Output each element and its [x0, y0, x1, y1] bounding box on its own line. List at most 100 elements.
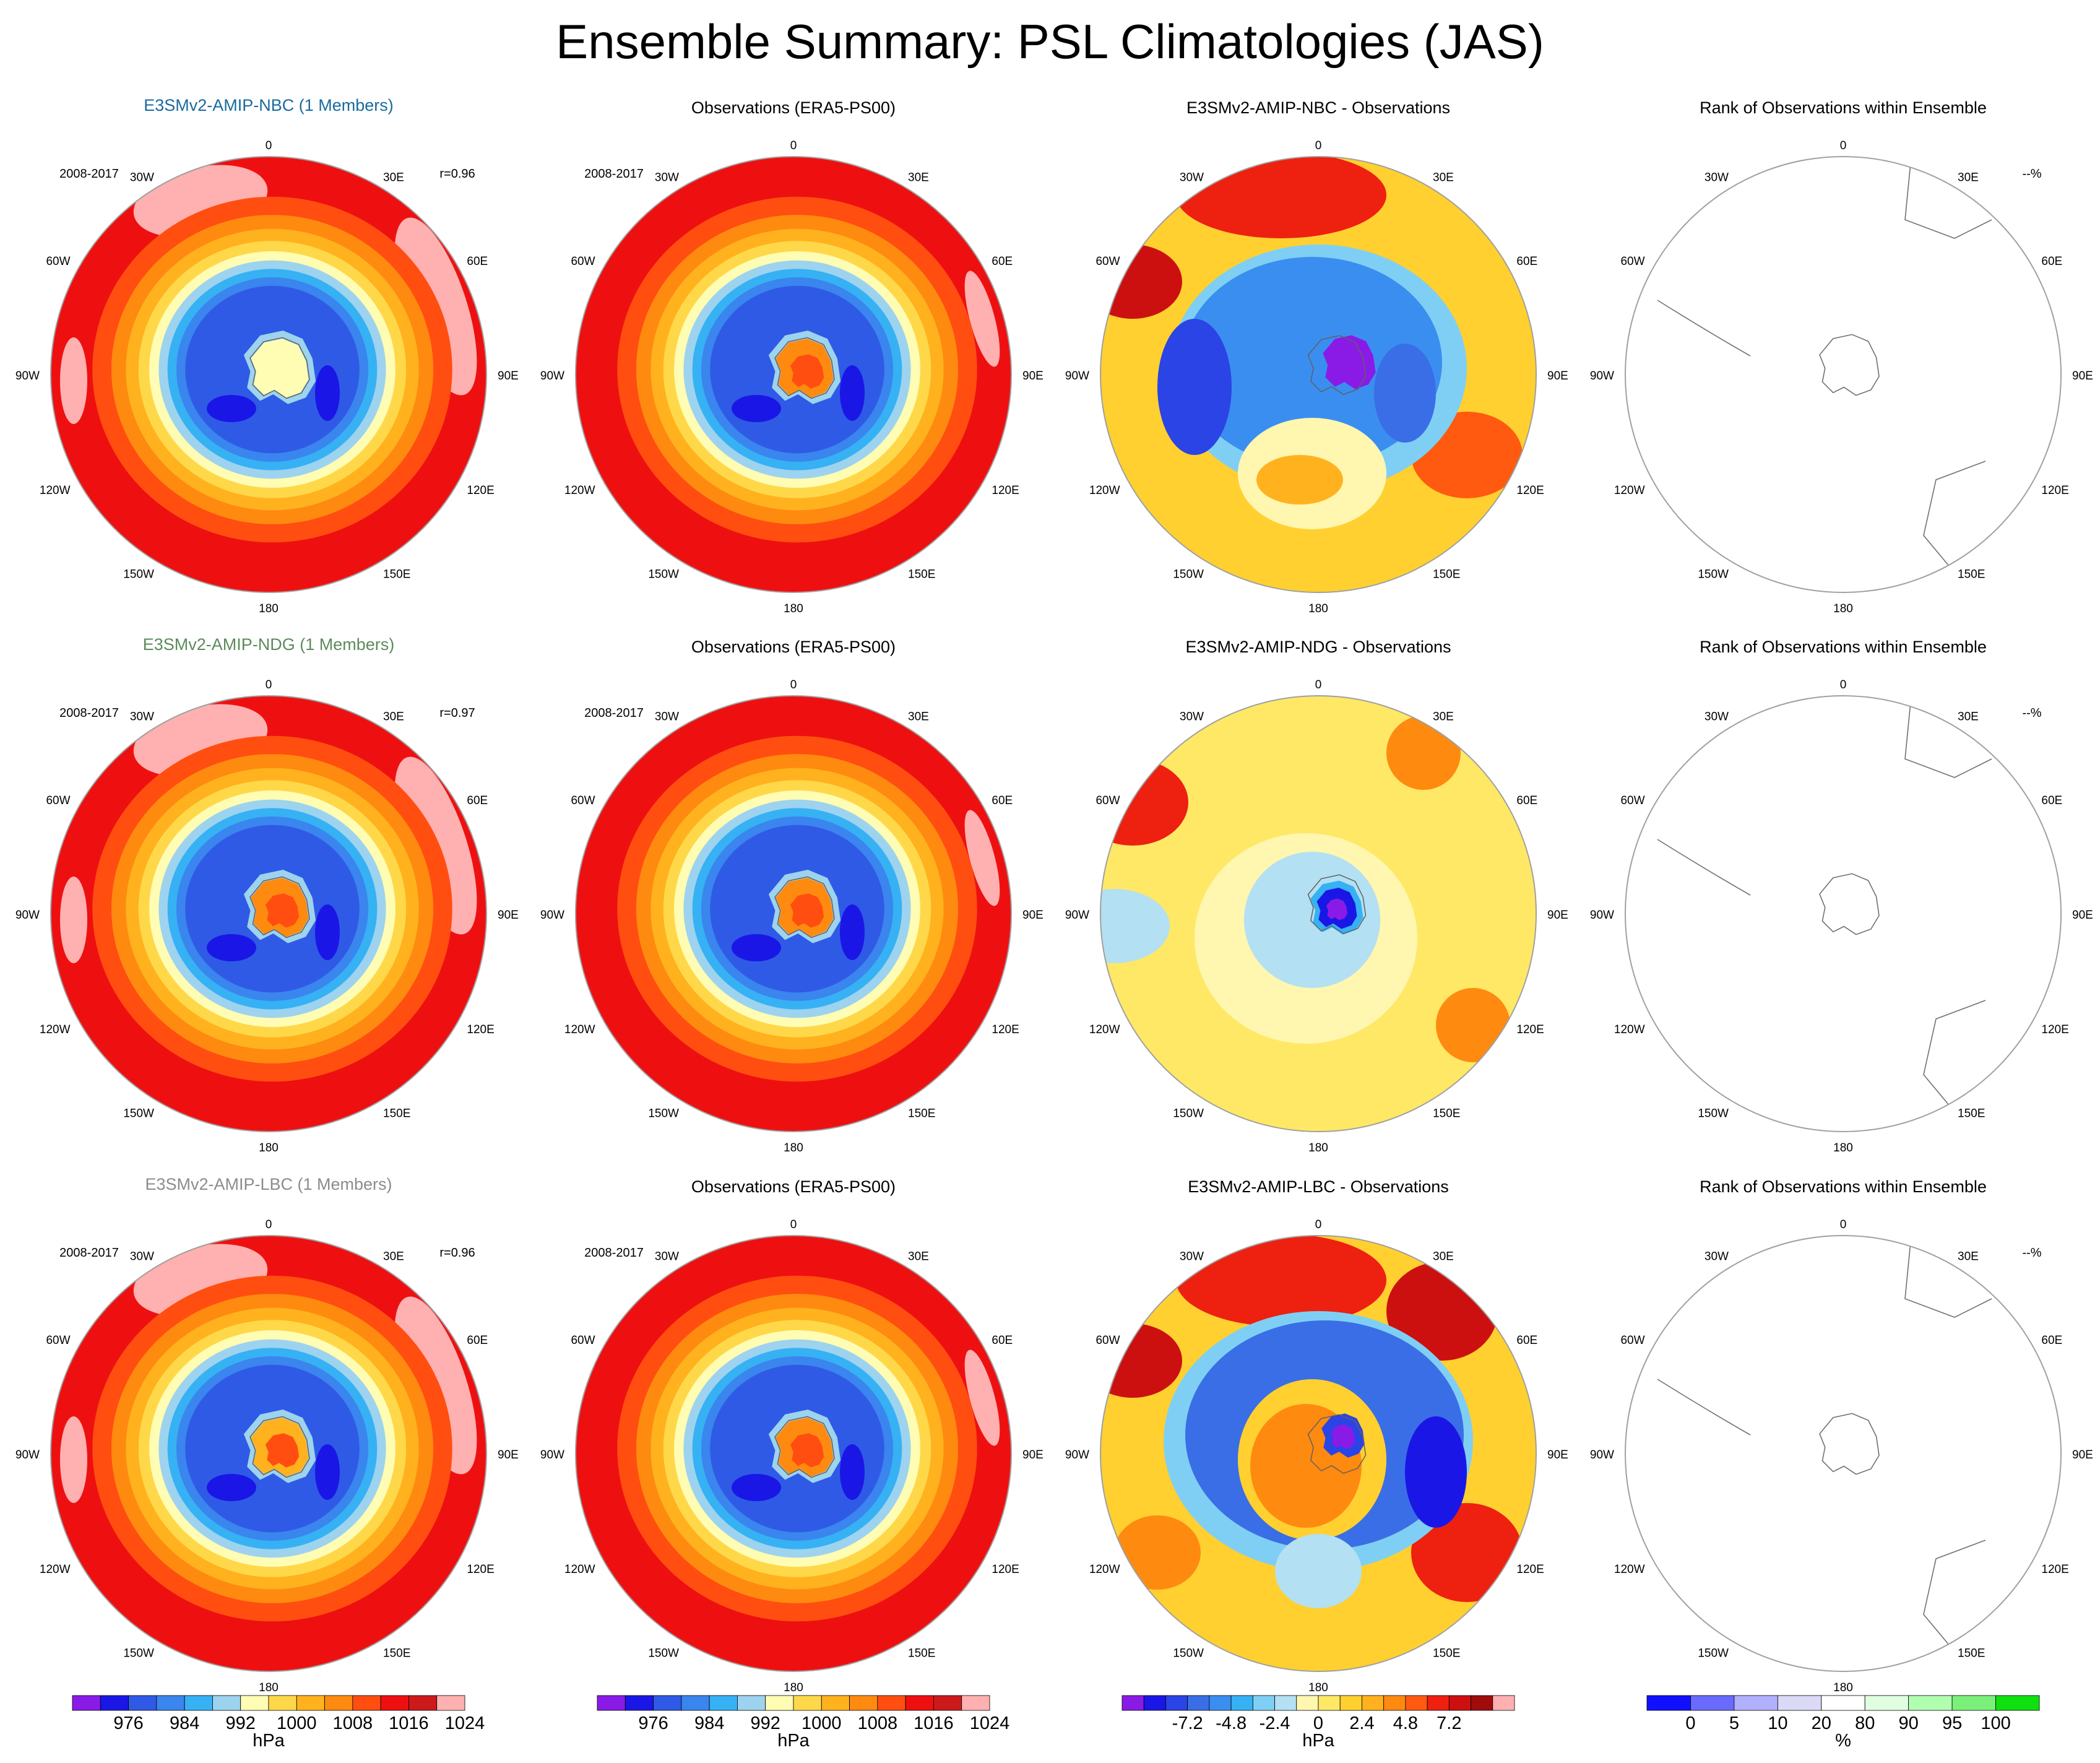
coastline	[774, 876, 835, 938]
lon-label-60E: 60E	[1516, 255, 1537, 268]
lon-label-90W: 90W	[540, 370, 564, 383]
map-panel: Rank of Observations within Ensemble 0 30E…	[1590, 98, 2093, 615]
lon-label-150E: 150E	[1958, 1647, 1985, 1660]
diff-band	[1386, 716, 1461, 790]
lon-label-60E: 60E	[467, 794, 488, 807]
lon-label-120E: 120E	[1516, 1563, 1544, 1576]
diff-band	[1157, 319, 1232, 455]
lon-label-90W: 90W	[1065, 1449, 1089, 1462]
colorbar-tick-label: 984	[694, 1713, 724, 1733]
colorbar-swatch	[933, 1695, 962, 1711]
lon-label-120E: 120E	[992, 484, 1019, 497]
lon-label-150W: 150W	[123, 1647, 154, 1660]
colorbar-tick-label: 90	[1899, 1713, 1919, 1733]
lon-label-60W: 60W	[46, 1334, 70, 1347]
panel-title: E3SMv2-AMIP-NDG - Observations	[1185, 638, 1451, 656]
lon-label-120W: 120W	[564, 484, 595, 497]
lon-label-180: 180	[1833, 602, 1853, 615]
lon-label-120W: 120W	[1614, 1563, 1645, 1576]
lon-label-120E: 120E	[1516, 1023, 1544, 1036]
stat-label: --%	[2022, 706, 2041, 720]
lon-label-90W: 90W	[1065, 909, 1089, 922]
diff-band	[1326, 898, 1347, 920]
lon-label-60E: 60E	[2041, 255, 2062, 268]
diff-band	[1176, 1236, 1386, 1327]
lon-label-180: 180	[259, 1141, 279, 1154]
lon-label-150E: 150E	[383, 1647, 410, 1660]
lon-label-30W: 30W	[130, 1250, 154, 1263]
lon-label-150W: 150W	[648, 568, 679, 581]
lon-label-30E: 30E	[908, 1250, 929, 1263]
lon-label-60E: 60E	[2041, 1334, 2062, 1347]
lon-label-90E: 90E	[1547, 1449, 1568, 1462]
lon-label-120W: 120W	[1089, 484, 1120, 497]
colorbar-swatch	[436, 1695, 465, 1711]
diff-band	[1275, 1534, 1362, 1608]
lon-label-60E: 60E	[2041, 794, 2062, 807]
colorbar-swatch	[1252, 1695, 1275, 1711]
map-panel: E3SMv2-AMIP-NDG (1 Members) 0 30E 60E 90E 120…	[15, 635, 519, 1154]
lon-label-150W: 150W	[1173, 568, 1204, 581]
psl-band	[265, 893, 300, 928]
lon-label-150E: 150E	[383, 1107, 410, 1120]
map-panel: Observations (ERA5-PS00) 0 30E 60E 90E 120E 15…	[540, 638, 1044, 1154]
psl-field	[51, 1236, 486, 1671]
lon-label-60E: 60E	[992, 1334, 1013, 1347]
lon-label-90E: 90E	[498, 1449, 519, 1462]
psl-field	[576, 157, 1011, 592]
map-boundary	[575, 1235, 1012, 1672]
coastline	[249, 876, 310, 938]
panel-title: Rank of Observations within Ensemble	[1700, 638, 1987, 656]
lon-label-60W: 60W	[1095, 255, 1120, 268]
lon-label-0: 0	[1840, 1218, 1847, 1231]
psl-colorbar-2: 976 984 992 1000 1008 1016 1024 hPa	[597, 1695, 1010, 1751]
lon-label-60W: 60W	[1620, 255, 1644, 268]
lon-label-150W: 150W	[1173, 1107, 1204, 1120]
lon-label-30W: 30W	[1705, 171, 1729, 184]
lon-label-120W: 120W	[564, 1023, 595, 1036]
colorbar-swatch	[821, 1695, 850, 1711]
lon-label-0: 0	[1315, 1218, 1322, 1231]
lon-label-150W: 150W	[123, 568, 154, 581]
diff-band	[1100, 889, 1170, 963]
psl-band	[732, 934, 781, 961]
lon-label-120W: 120W	[40, 1563, 71, 1576]
colorbar-swatch	[1121, 1695, 1144, 1711]
coastline	[1819, 873, 1880, 935]
lon-label-0: 0	[1315, 678, 1322, 691]
colorbar-swatch	[1230, 1695, 1253, 1711]
lon-label-30W: 30W	[655, 711, 679, 724]
colorbar-units: hPa	[777, 1731, 810, 1751]
lon-label-0: 0	[790, 139, 797, 152]
lon-label-150E: 150E	[1433, 1107, 1460, 1120]
lon-label-30E: 30E	[1433, 711, 1454, 724]
lon-label-60W: 60W	[46, 255, 70, 268]
lon-label-120W: 120W	[40, 484, 71, 497]
lon-label-30W: 30W	[655, 171, 679, 184]
colorbar-swatch	[296, 1695, 325, 1711]
coastline	[1923, 1540, 1986, 1652]
lon-label-180: 180	[784, 602, 803, 615]
map-panel: E3SMv2-AMIP-LBC - Observations 0 30E 60E 90E…	[1065, 1177, 1568, 1694]
lon-label-150W: 150W	[648, 1107, 679, 1120]
lon-label-30E: 30E	[383, 711, 404, 724]
colorbar-swatch	[1339, 1695, 1362, 1711]
colorbar-tick-label: 1024	[970, 1713, 1010, 1733]
map-boundary	[50, 156, 487, 593]
lon-label-90W: 90W	[1590, 370, 1614, 383]
lon-label-150W: 150W	[1698, 1107, 1729, 1120]
lon-label-60E: 60E	[1516, 794, 1537, 807]
diff-band	[1405, 1416, 1467, 1528]
rank-field	[1625, 696, 2061, 1132]
colorbar-units: hPa	[253, 1731, 285, 1751]
coastline	[1923, 461, 1986, 573]
lon-label-120E: 120E	[2041, 484, 2068, 497]
psl-band	[840, 365, 865, 421]
colorbar-swatch	[1448, 1695, 1471, 1711]
lon-label-150E: 150E	[908, 1647, 935, 1660]
lon-label-60E: 60E	[1516, 1334, 1537, 1347]
lon-label-120E: 120E	[992, 1023, 1019, 1036]
colorbar-swatch	[1318, 1695, 1341, 1711]
lon-label-60W: 60W	[46, 794, 70, 807]
colorbar-swatch	[352, 1695, 381, 1711]
